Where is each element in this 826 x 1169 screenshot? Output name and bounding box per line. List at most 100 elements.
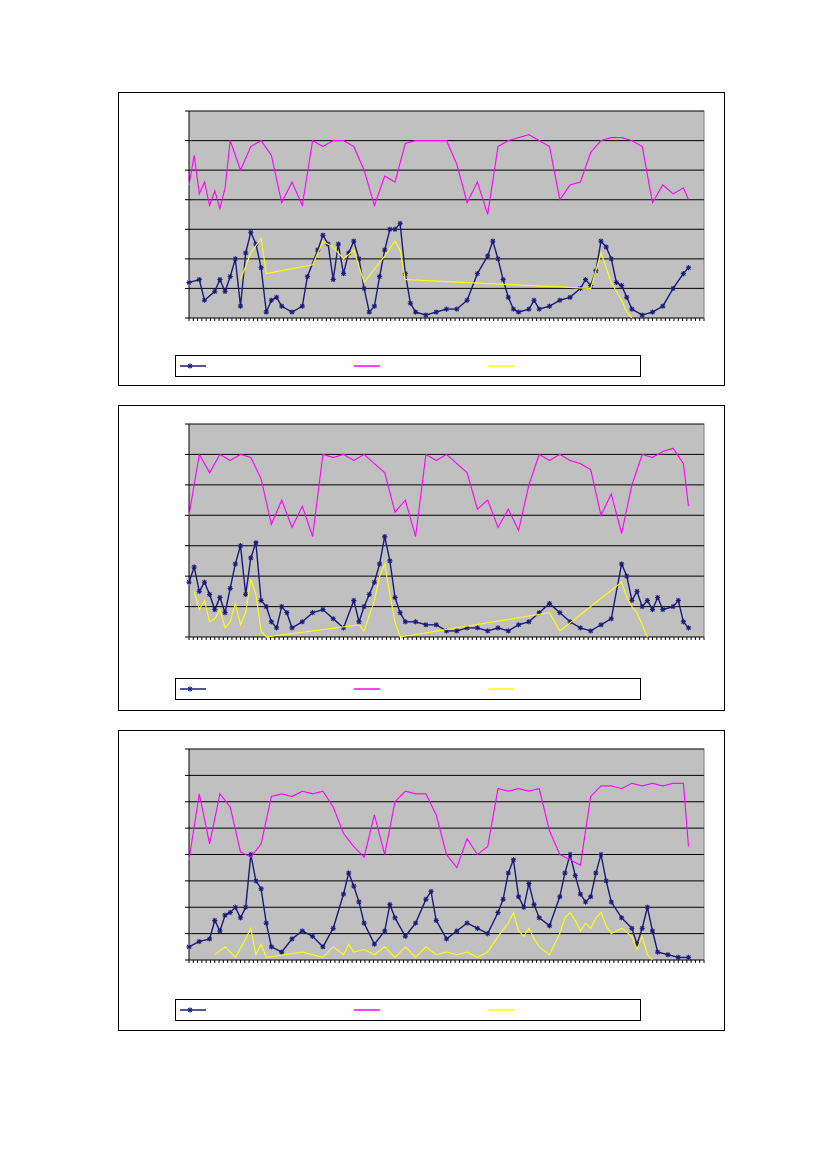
chart-2-series-1-point	[289, 625, 295, 631]
chart-3-series-1-point	[593, 870, 599, 876]
chart-1-series-1-point	[268, 297, 274, 303]
chart-2-series-1-point	[588, 628, 594, 634]
chart-1-svg	[185, 110, 705, 321]
chart-2-series-1-point	[196, 588, 202, 594]
chart-3-series-1-point	[572, 873, 578, 879]
chart-1-series-3-line	[239, 236, 633, 319]
chart-1-series-1-point	[382, 247, 388, 253]
chart-1-series-1-point	[279, 303, 285, 309]
chart-3-series-1-point	[299, 928, 305, 934]
chart-1-series-1-point	[315, 247, 321, 253]
chart-2-series-1-point	[685, 625, 692, 631]
chart-panel-2	[118, 405, 725, 711]
chart-2-series-1-point	[464, 625, 470, 631]
chart-1-series-1-point	[253, 241, 259, 247]
chart-2-series-1-point	[433, 622, 439, 628]
chart-3-series-1-point	[227, 909, 233, 916]
chart-1-series-1-point	[248, 229, 254, 235]
chart-1-series-1-point	[212, 288, 218, 294]
chart-1-series-1-point	[588, 282, 594, 289]
chart-3-series-1-point	[464, 920, 470, 926]
chart-1-series-1-point	[407, 300, 414, 306]
chart-3-series-1-point	[392, 915, 398, 921]
chart-1-series-1-point	[531, 297, 537, 303]
chart-1-series-1-point	[639, 312, 645, 318]
chart-3-series-2-line	[188, 782, 690, 869]
chart-3-series-1-point	[562, 870, 568, 876]
chart-1-series-1-point	[546, 303, 553, 309]
chart-3-series-1-point	[443, 936, 450, 942]
chart-1-series-1-point	[619, 282, 625, 289]
chart-1-series-1-point	[500, 276, 506, 283]
chart-1-series-1-point	[495, 256, 501, 262]
chart-2-series-1-point	[371, 579, 377, 585]
chart-3-series-1-point	[351, 883, 357, 889]
chart-1-series-1-point	[433, 309, 439, 315]
chart-2-series-1-point	[505, 628, 511, 634]
chart-3-series-1-point	[639, 925, 645, 931]
chart-3-series-1-point	[330, 925, 336, 931]
chart-3-series-1-point	[387, 902, 393, 908]
chart-1-series-1-point	[356, 256, 362, 262]
chart-2-series-1-point	[516, 622, 522, 628]
chart-2-series-1-point	[356, 619, 362, 625]
chart-2-legend	[175, 678, 641, 700]
chart-3-series-1-point	[510, 857, 517, 863]
chart-2-series-1-point	[207, 591, 213, 597]
chart-2-series-1-point	[413, 619, 419, 625]
chart-1-series-1-point	[227, 274, 233, 280]
chart-1-series-1-point	[243, 250, 249, 256]
chart-1-series-1-point	[423, 312, 429, 318]
chart-3-series-1-point	[212, 917, 218, 924]
chart-1-series-1-point	[217, 276, 223, 283]
chart-3-series-1-point	[655, 949, 661, 955]
chart-3-series-1-point	[207, 936, 213, 942]
chart-2-series-1-point	[536, 610, 542, 616]
chart-2-series-1-point	[387, 558, 393, 564]
chart-2-series-1-point	[248, 555, 254, 561]
chart-3-series-1-point	[248, 851, 254, 858]
chart-1-series-1-point	[510, 306, 517, 312]
chart-2-series-1-point	[222, 610, 228, 616]
chart-1-series-1-point	[371, 303, 377, 309]
chart-3-series-1-point	[644, 904, 650, 910]
chart-1-series-1-point	[330, 276, 336, 283]
chart-1-series-1-point	[366, 309, 372, 315]
chart-2-series-1-point	[670, 603, 676, 610]
chart-2-series-1-point	[624, 573, 630, 579]
chart-2-series-1-point	[232, 561, 238, 567]
chart-3-series-1-point	[243, 904, 249, 910]
chart-2-series-1-point	[273, 625, 280, 631]
chart-2-series-1-point	[675, 597, 681, 604]
chart-3-series-1-point	[428, 888, 434, 895]
chart-3-series-1-point	[232, 904, 238, 910]
chart-2-series-1-point	[310, 610, 316, 616]
chart-panel-1	[118, 92, 725, 386]
chart-2-series-1-point	[330, 616, 336, 622]
chart-1-series-1-point	[624, 294, 630, 300]
chart-2-series-1-point	[253, 540, 259, 546]
chart-1-series-1-point	[582, 276, 589, 283]
chart-2-series-1-point	[243, 591, 249, 597]
chart-1-series-1-point	[237, 303, 244, 309]
chart-1-series-1-line	[188, 221, 690, 316]
chart-1-series-1-point	[351, 238, 357, 244]
chart-3-series-1-point	[588, 894, 594, 900]
chart-2-series-1-point	[598, 622, 604, 628]
chart-2-series-1-point	[660, 607, 666, 613]
chart-1-series-1-point	[680, 271, 686, 277]
chart-1-series-1-point	[304, 274, 311, 280]
chart-3-series-1-point	[423, 896, 429, 902]
chart-1-series-1-point	[397, 220, 403, 226]
chart-2-series-2-line	[188, 447, 690, 537]
chart-1-series-1-point	[660, 303, 666, 309]
chart-1-series-1-point	[567, 294, 573, 300]
chart-1-series-1-point	[387, 226, 393, 232]
chart-3-series-1-point	[263, 920, 269, 926]
chart-2-series-1-point	[526, 619, 532, 625]
chart-2-series-1-line	[188, 536, 690, 632]
chart-2-series-1-point	[557, 610, 563, 616]
chart-2-series-1-point	[382, 533, 388, 540]
chart-3-series-3-line	[214, 910, 653, 961]
chart-3-series-1-point	[495, 909, 501, 916]
